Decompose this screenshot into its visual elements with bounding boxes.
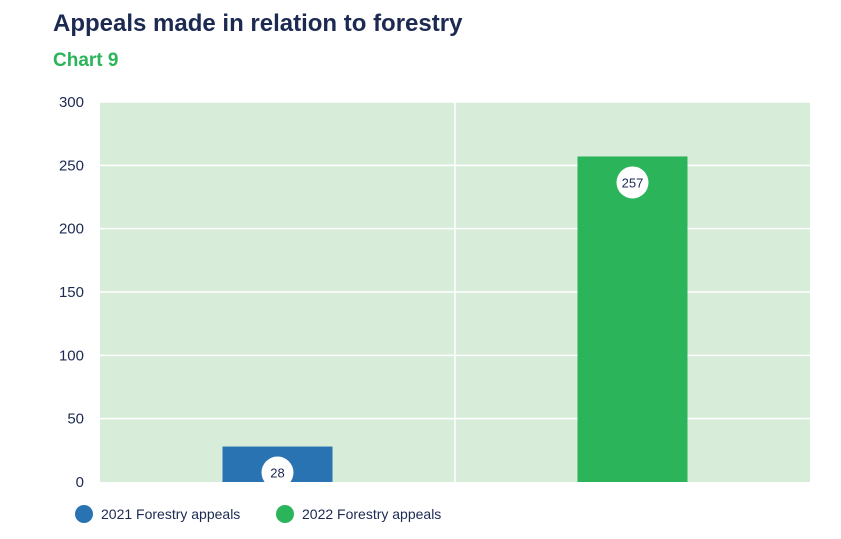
y-tick-label-200: 200 xyxy=(59,221,84,238)
bar-1 xyxy=(577,156,688,482)
y-tick-label-0: 0 xyxy=(76,474,84,491)
data-label-badge-1 xyxy=(616,166,649,199)
y-tick-label-100: 100 xyxy=(59,347,84,364)
legend-item-2022: 2022 Forestry appeals xyxy=(276,505,441,523)
legend-swatch-2022-icon xyxy=(276,505,294,523)
legend-label-2022: 2022 Forestry appeals xyxy=(302,506,442,522)
y-tick-label-300: 300 xyxy=(59,94,84,111)
y-tick-label-250: 250 xyxy=(59,157,84,174)
legend-label-2021: 2021 Forestry appeals xyxy=(101,506,241,522)
data-label-0: 28 xyxy=(270,466,284,481)
data-label-badge-0 xyxy=(261,456,294,489)
y-tick-label-50: 50 xyxy=(67,411,84,428)
legend-swatch-2021-icon xyxy=(75,505,93,523)
legend-item-2021: 2021 Forestry appeals xyxy=(75,505,240,523)
chart-subtitle: Chart 9 xyxy=(53,50,119,71)
data-label-1: 257 xyxy=(622,175,644,190)
y-tick-label-150: 150 xyxy=(59,284,84,301)
chart-title: Appeals made in relation to forestry xyxy=(53,10,463,37)
